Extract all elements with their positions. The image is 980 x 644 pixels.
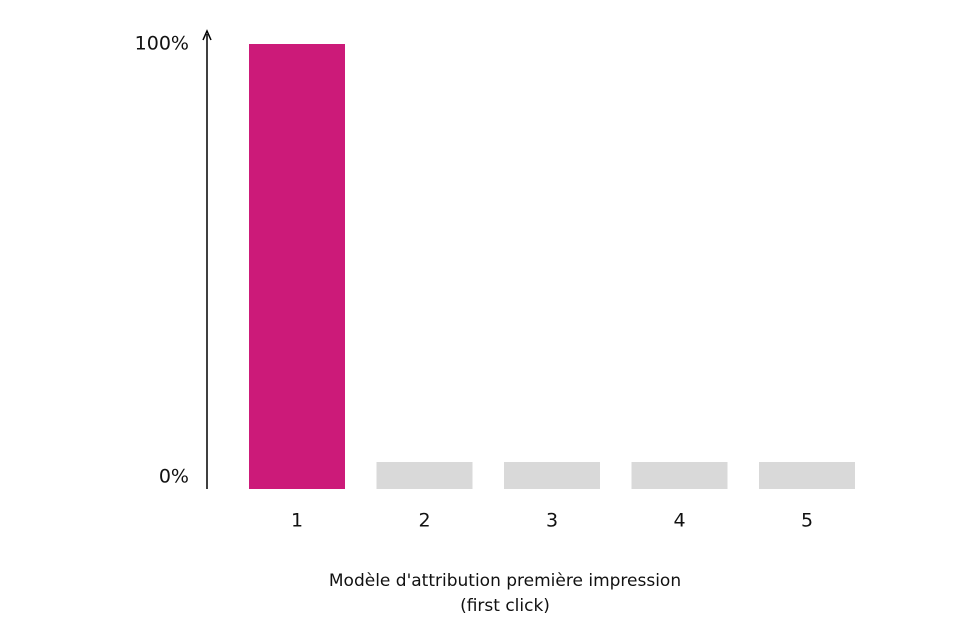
- x-axis-label: (first click): [460, 596, 550, 616]
- y-tick-label: 0%: [159, 466, 189, 488]
- x-axis-label: Modèle d'attribution première impression: [329, 571, 681, 591]
- bar: [249, 44, 345, 489]
- bar: [759, 462, 855, 489]
- y-tick-label: 100%: [135, 33, 189, 55]
- y-axis-arrow: [202, 29, 212, 41]
- x-tick-label: 5: [801, 510, 813, 532]
- x-tick-label: 2: [418, 510, 430, 532]
- bar: [376, 462, 473, 489]
- bar: [631, 462, 728, 489]
- x-tick-label: 3: [546, 510, 558, 532]
- bar: [504, 462, 600, 489]
- x-tick-label: 1: [291, 510, 303, 532]
- x-tick-label: 4: [673, 510, 685, 532]
